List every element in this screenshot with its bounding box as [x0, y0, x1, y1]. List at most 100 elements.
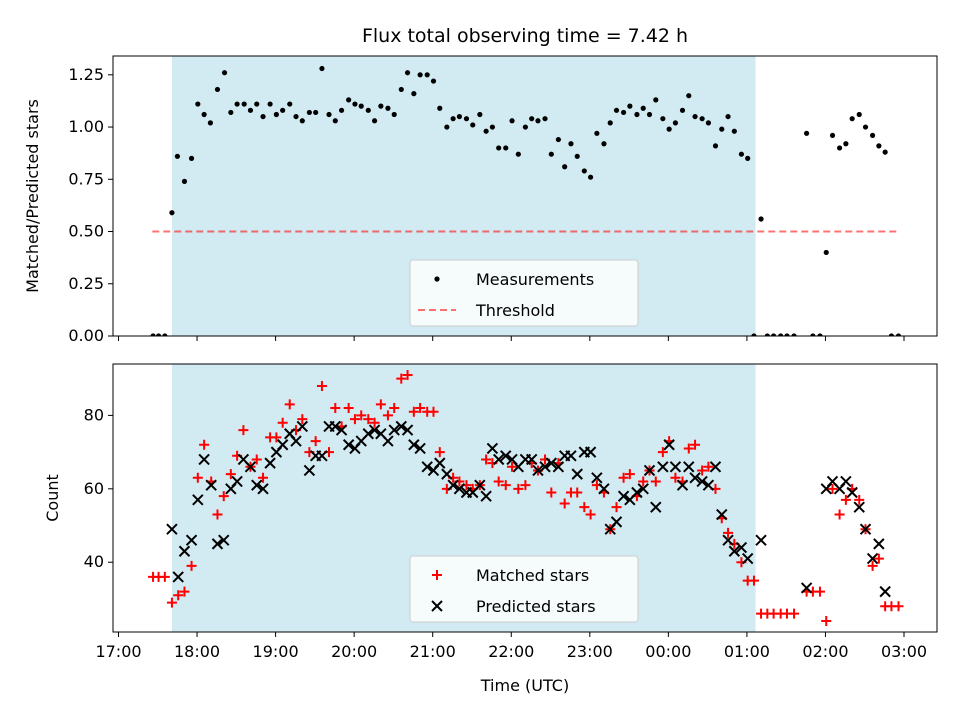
matched-star-marker: [238, 425, 249, 436]
y-tick-label: 0.75: [68, 169, 104, 188]
measurement-point: [771, 333, 777, 336]
matched-star-marker: [827, 483, 838, 494]
predicted-star-marker: [676, 479, 689, 491]
x-tick-label: 18:00: [174, 642, 220, 661]
measurement-point: [607, 120, 613, 126]
measurement-point: [162, 333, 168, 336]
measurement-point: [705, 120, 712, 126]
x-tick-label: 19:00: [253, 642, 299, 661]
matched-star-marker: [173, 590, 184, 601]
measurement-point: [424, 72, 430, 78]
measurement-point: [679, 107, 686, 113]
matched-star-marker: [873, 553, 884, 564]
measurement-point: [778, 333, 784, 336]
measurement-point: [699, 116, 705, 122]
predicted-star-marker: [172, 571, 184, 583]
y-tick-label: 0.00: [68, 326, 104, 345]
measurement-point: [371, 118, 378, 124]
predicted-star-marker: [178, 545, 191, 557]
measurement-point: [542, 116, 548, 122]
y-tick-label: 80: [84, 405, 104, 424]
matched-star-marker: [670, 472, 681, 483]
predicted-star-marker: [741, 552, 754, 565]
measurement-point: [398, 86, 404, 93]
matched-star-marker: [251, 454, 262, 465]
predicted-star-marker: [571, 468, 583, 480]
predicted-star-marker: [198, 453, 210, 466]
measurement-point: [332, 118, 338, 124]
predicted-star-marker: [610, 516, 623, 528]
x-tick-label: 00:00: [645, 642, 691, 661]
predicted-star-marker: [735, 541, 748, 554]
measurement-point: [365, 107, 371, 113]
predicted-star-marker: [702, 479, 715, 491]
measurement-point: [731, 128, 737, 134]
data-layer: [148, 370, 904, 626]
matched-star-marker: [559, 498, 570, 509]
x-axis-label: Time (UTC): [480, 676, 569, 695]
x-tick-label: 01:00: [724, 642, 770, 661]
predicted-star-marker: [388, 424, 400, 436]
matched-star-marker: [349, 414, 360, 425]
predicted-star-marker: [362, 428, 374, 440]
measurement-point: [338, 107, 345, 113]
predicted-star-marker: [545, 457, 558, 469]
predicted-star-marker: [663, 439, 675, 451]
measurement-point: [181, 178, 188, 184]
measurement-point: [810, 333, 816, 336]
y-tick-label: 0.50: [68, 222, 104, 241]
predicted-star-marker: [251, 479, 263, 491]
matched-star-marker: [258, 472, 269, 483]
measurement-point: [888, 333, 895, 336]
matched-star-marker: [212, 509, 223, 520]
measurement-point: [234, 101, 240, 107]
measurement-point: [280, 107, 286, 113]
matched-star-marker: [218, 491, 229, 502]
measurement-point: [555, 136, 561, 143]
matched-star-marker: [546, 487, 557, 498]
measurement-point: [548, 151, 554, 157]
measurement-point: [411, 91, 417, 97]
measurement-point: [306, 109, 312, 116]
measurement-point: [456, 113, 463, 120]
matched-star-marker: [690, 439, 701, 450]
matched-star-marker: [192, 472, 203, 483]
measurement-point: [646, 111, 653, 118]
predicted-star-marker: [257, 483, 269, 495]
matched-star-marker: [316, 381, 327, 392]
matched-star-marker: [375, 399, 386, 410]
matched-star-marker: [186, 560, 197, 571]
measurement-point: [620, 109, 627, 116]
measurement-point: [843, 141, 849, 147]
x-tick-label: 21:00: [410, 642, 456, 661]
matched-star-marker: [867, 560, 878, 571]
legend-label: Threshold: [475, 301, 555, 320]
predicted-star-marker: [264, 457, 276, 469]
predicted-star-marker: [500, 450, 512, 462]
predicted-star-marker: [722, 534, 734, 546]
measurement-point: [496, 145, 502, 151]
predicted-star-marker: [395, 420, 407, 433]
predicted-star-marker: [303, 464, 316, 477]
measurement-point: [882, 149, 888, 155]
measurement-point: [195, 101, 201, 107]
predicted-star-marker: [408, 439, 420, 451]
y-axis-label: Matched/Predicted stars: [23, 99, 42, 293]
predicted-star-marker: [716, 508, 728, 521]
measurement-point: [201, 111, 207, 118]
measurement-point: [515, 151, 521, 157]
predicted-star-marker: [591, 472, 603, 484]
measurement-point: [712, 143, 719, 149]
matched-star-marker: [748, 575, 759, 586]
measurement-point: [817, 333, 823, 336]
measurement-point: [483, 128, 489, 134]
measurement-point: [535, 118, 541, 124]
measurement-point: [254, 101, 260, 107]
predicted-star-marker: [840, 475, 852, 488]
y-tick-label: 1.00: [68, 117, 104, 136]
measurement-point: [503, 145, 509, 151]
matched-star-marker: [723, 527, 734, 538]
measurement-point: [463, 116, 470, 122]
measurement-point: [247, 107, 254, 113]
measurement-point: [692, 113, 698, 120]
